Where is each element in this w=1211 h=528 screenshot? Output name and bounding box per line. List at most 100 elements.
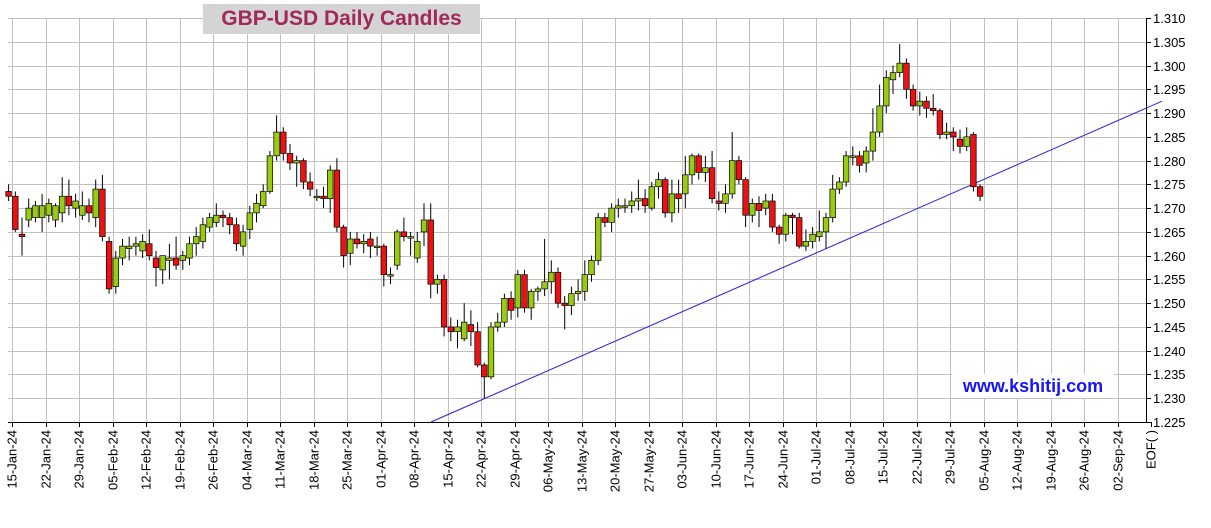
candle-up <box>635 198 642 202</box>
candle-down <box>970 134 977 188</box>
candle-up <box>360 241 367 245</box>
candle-up <box>943 131 950 135</box>
axes: 1.225 1.230 1.235 1.240 1.245 1.250 1.255 1.260… <box>5 11 1186 492</box>
candle-up <box>501 298 508 323</box>
candle-up <box>648 186 655 209</box>
watermark-link[interactable]: www.kshitij.com <box>952 374 1114 398</box>
candle-up <box>266 155 274 192</box>
candle-up <box>829 188 836 218</box>
x-tick-label: 03-Jun-24 <box>675 430 690 489</box>
candle-up <box>313 195 320 199</box>
candle-down <box>146 243 153 256</box>
candle-down <box>427 219 434 285</box>
x-tick-label: EOF( ) <box>1144 430 1159 469</box>
candle-down <box>507 298 515 311</box>
candle-up <box>394 231 401 266</box>
candle-up <box>373 245 381 248</box>
y-tick-label: 1.310 <box>1153 11 1186 26</box>
y-tick-label: 1.275 <box>1153 177 1186 192</box>
candle-up <box>72 200 79 209</box>
candle-up <box>494 321 501 328</box>
candle-down <box>226 217 233 226</box>
candle-up <box>239 231 247 247</box>
candle-down <box>219 214 227 218</box>
candle-up <box>92 188 99 218</box>
candle-up <box>387 274 394 277</box>
x-tick-label: 19-Feb-24 <box>173 430 188 490</box>
candle-up <box>963 136 970 147</box>
y-tick-label: 1.225 <box>1153 415 1186 430</box>
candle-down <box>85 205 93 214</box>
candle-down <box>755 203 763 211</box>
candle-up <box>186 243 193 259</box>
candle-down <box>65 195 73 207</box>
candle-up <box>79 205 86 216</box>
candle-down <box>340 226 347 256</box>
candle-down <box>601 217 609 223</box>
candle-up <box>688 155 696 176</box>
x-tick-label: 19-Aug-24 <box>1044 430 1059 491</box>
x-tick-label: 05-Feb-24 <box>106 430 121 490</box>
candle-up <box>749 203 756 216</box>
x-tick-label: 29-Jul-24 <box>943 430 958 484</box>
candle-up <box>889 72 897 81</box>
candle-up <box>574 290 582 295</box>
candle-down <box>923 100 930 109</box>
candle-up <box>59 195 66 214</box>
candle-down <box>306 181 314 190</box>
gridlines <box>8 18 1146 422</box>
y-tick-label: 1.245 <box>1153 320 1186 335</box>
y-tick-label: 1.250 <box>1153 296 1186 311</box>
x-tick-label: 08-Apr-24 <box>407 430 422 488</box>
candle-up <box>420 219 428 233</box>
candle-up <box>722 193 729 204</box>
candle-up <box>702 167 709 173</box>
candle-up <box>166 257 173 261</box>
candle-down <box>856 155 863 166</box>
x-tick-label: 06-May-24 <box>541 430 556 492</box>
candle-down <box>320 195 327 199</box>
candle-down <box>769 200 776 228</box>
x-tick-label: 22-Jan-24 <box>39 430 54 489</box>
candle-down <box>353 238 361 245</box>
candle-up <box>581 274 588 292</box>
candle-up <box>668 193 676 214</box>
chart-title: GBP-USD Daily Candles <box>203 4 480 34</box>
candle-up <box>528 290 535 309</box>
x-tick-label: 04-Mar-24 <box>240 430 255 490</box>
candle-up <box>816 231 823 237</box>
x-tick-label: 29-Apr-24 <box>508 430 523 488</box>
candle-up <box>260 191 267 207</box>
x-tick-label: 26-Feb-24 <box>206 430 221 490</box>
candle-up <box>849 155 856 158</box>
candle-up <box>863 150 870 164</box>
x-tick-label: 18-Mar-24 <box>307 430 322 490</box>
candle-up <box>454 326 461 333</box>
candle-down <box>280 131 287 154</box>
candle-up <box>461 321 468 340</box>
candle-up <box>45 203 52 216</box>
x-tick-label: 25-Mar-24 <box>340 430 355 490</box>
candle-down <box>440 279 448 328</box>
candle-up <box>112 257 119 287</box>
candle-up <box>822 217 830 233</box>
x-tick-label: 29-Jan-24 <box>72 430 87 489</box>
candle-up <box>139 241 146 252</box>
trendline-layer <box>430 100 1163 423</box>
candle-up <box>253 203 260 214</box>
candle-down <box>367 238 374 247</box>
x-tick-label: 01-Apr-24 <box>374 430 389 488</box>
candle-down <box>903 62 910 90</box>
x-tick-label: 26-Aug-24 <box>1077 430 1092 491</box>
candle-down <box>152 257 160 268</box>
candle-up <box>802 241 810 247</box>
x-tick-label: 08-Jul-24 <box>843 430 858 484</box>
candle-up <box>541 281 548 290</box>
candle-up <box>126 245 133 249</box>
candle-down <box>467 324 475 333</box>
candle-up <box>762 200 769 209</box>
candle-up <box>595 217 602 261</box>
x-tick-label: 05-Aug-24 <box>977 430 992 491</box>
candle-down <box>662 179 669 214</box>
